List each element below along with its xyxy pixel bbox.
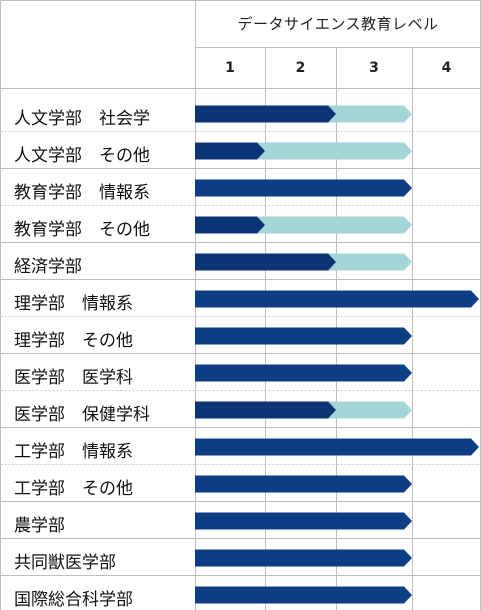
row-label: 理学部 その他: [14, 331, 133, 351]
achieved-level-bar: [195, 290, 479, 308]
achieved-level-bar: [195, 586, 412, 604]
row-label: 医学部 保健学科: [14, 405, 150, 425]
level-3-header: 3: [369, 60, 379, 76]
achieved-level-bar: [195, 179, 412, 197]
achieved-level-bar: [195, 549, 412, 567]
achieved-level-bar: [195, 512, 412, 530]
achieved-level-bar: [195, 327, 412, 345]
row-label: 国際総合科学部: [14, 590, 133, 610]
row-label: 医学部 医学科: [14, 368, 133, 388]
row-label: 教育学部 その他: [14, 220, 150, 240]
level-4-header: 4: [441, 60, 452, 76]
row-label: 工学部 情報系: [14, 442, 133, 462]
achieved-level-bar: [195, 105, 336, 123]
achieved-level-bar: [195, 216, 265, 234]
achieved-level-bar: [195, 401, 336, 419]
chart-title: データサイエンス教育レベル: [237, 15, 439, 33]
achieved-level-bar: [195, 438, 479, 456]
row-label: 経済学部: [14, 257, 82, 277]
row-label: 教育学部 情報系: [14, 183, 150, 203]
level-1-header: 1: [225, 60, 235, 76]
row-label: 理学部 情報系: [14, 294, 133, 314]
row-label: 工学部 その他: [14, 479, 133, 499]
level-2-header: 2: [295, 60, 306, 76]
achieved-level-bar: [195, 475, 412, 493]
achieved-level-bar: [195, 142, 265, 160]
achieved-level-bar: [195, 253, 336, 271]
achieved-level-bar: [195, 364, 412, 382]
row-label: 農学部: [14, 516, 65, 536]
row-label: 人文学部 社会学: [14, 109, 150, 129]
row-label: 人文学部 その他: [14, 146, 150, 166]
row-label: 共同獣医学部: [14, 553, 116, 573]
